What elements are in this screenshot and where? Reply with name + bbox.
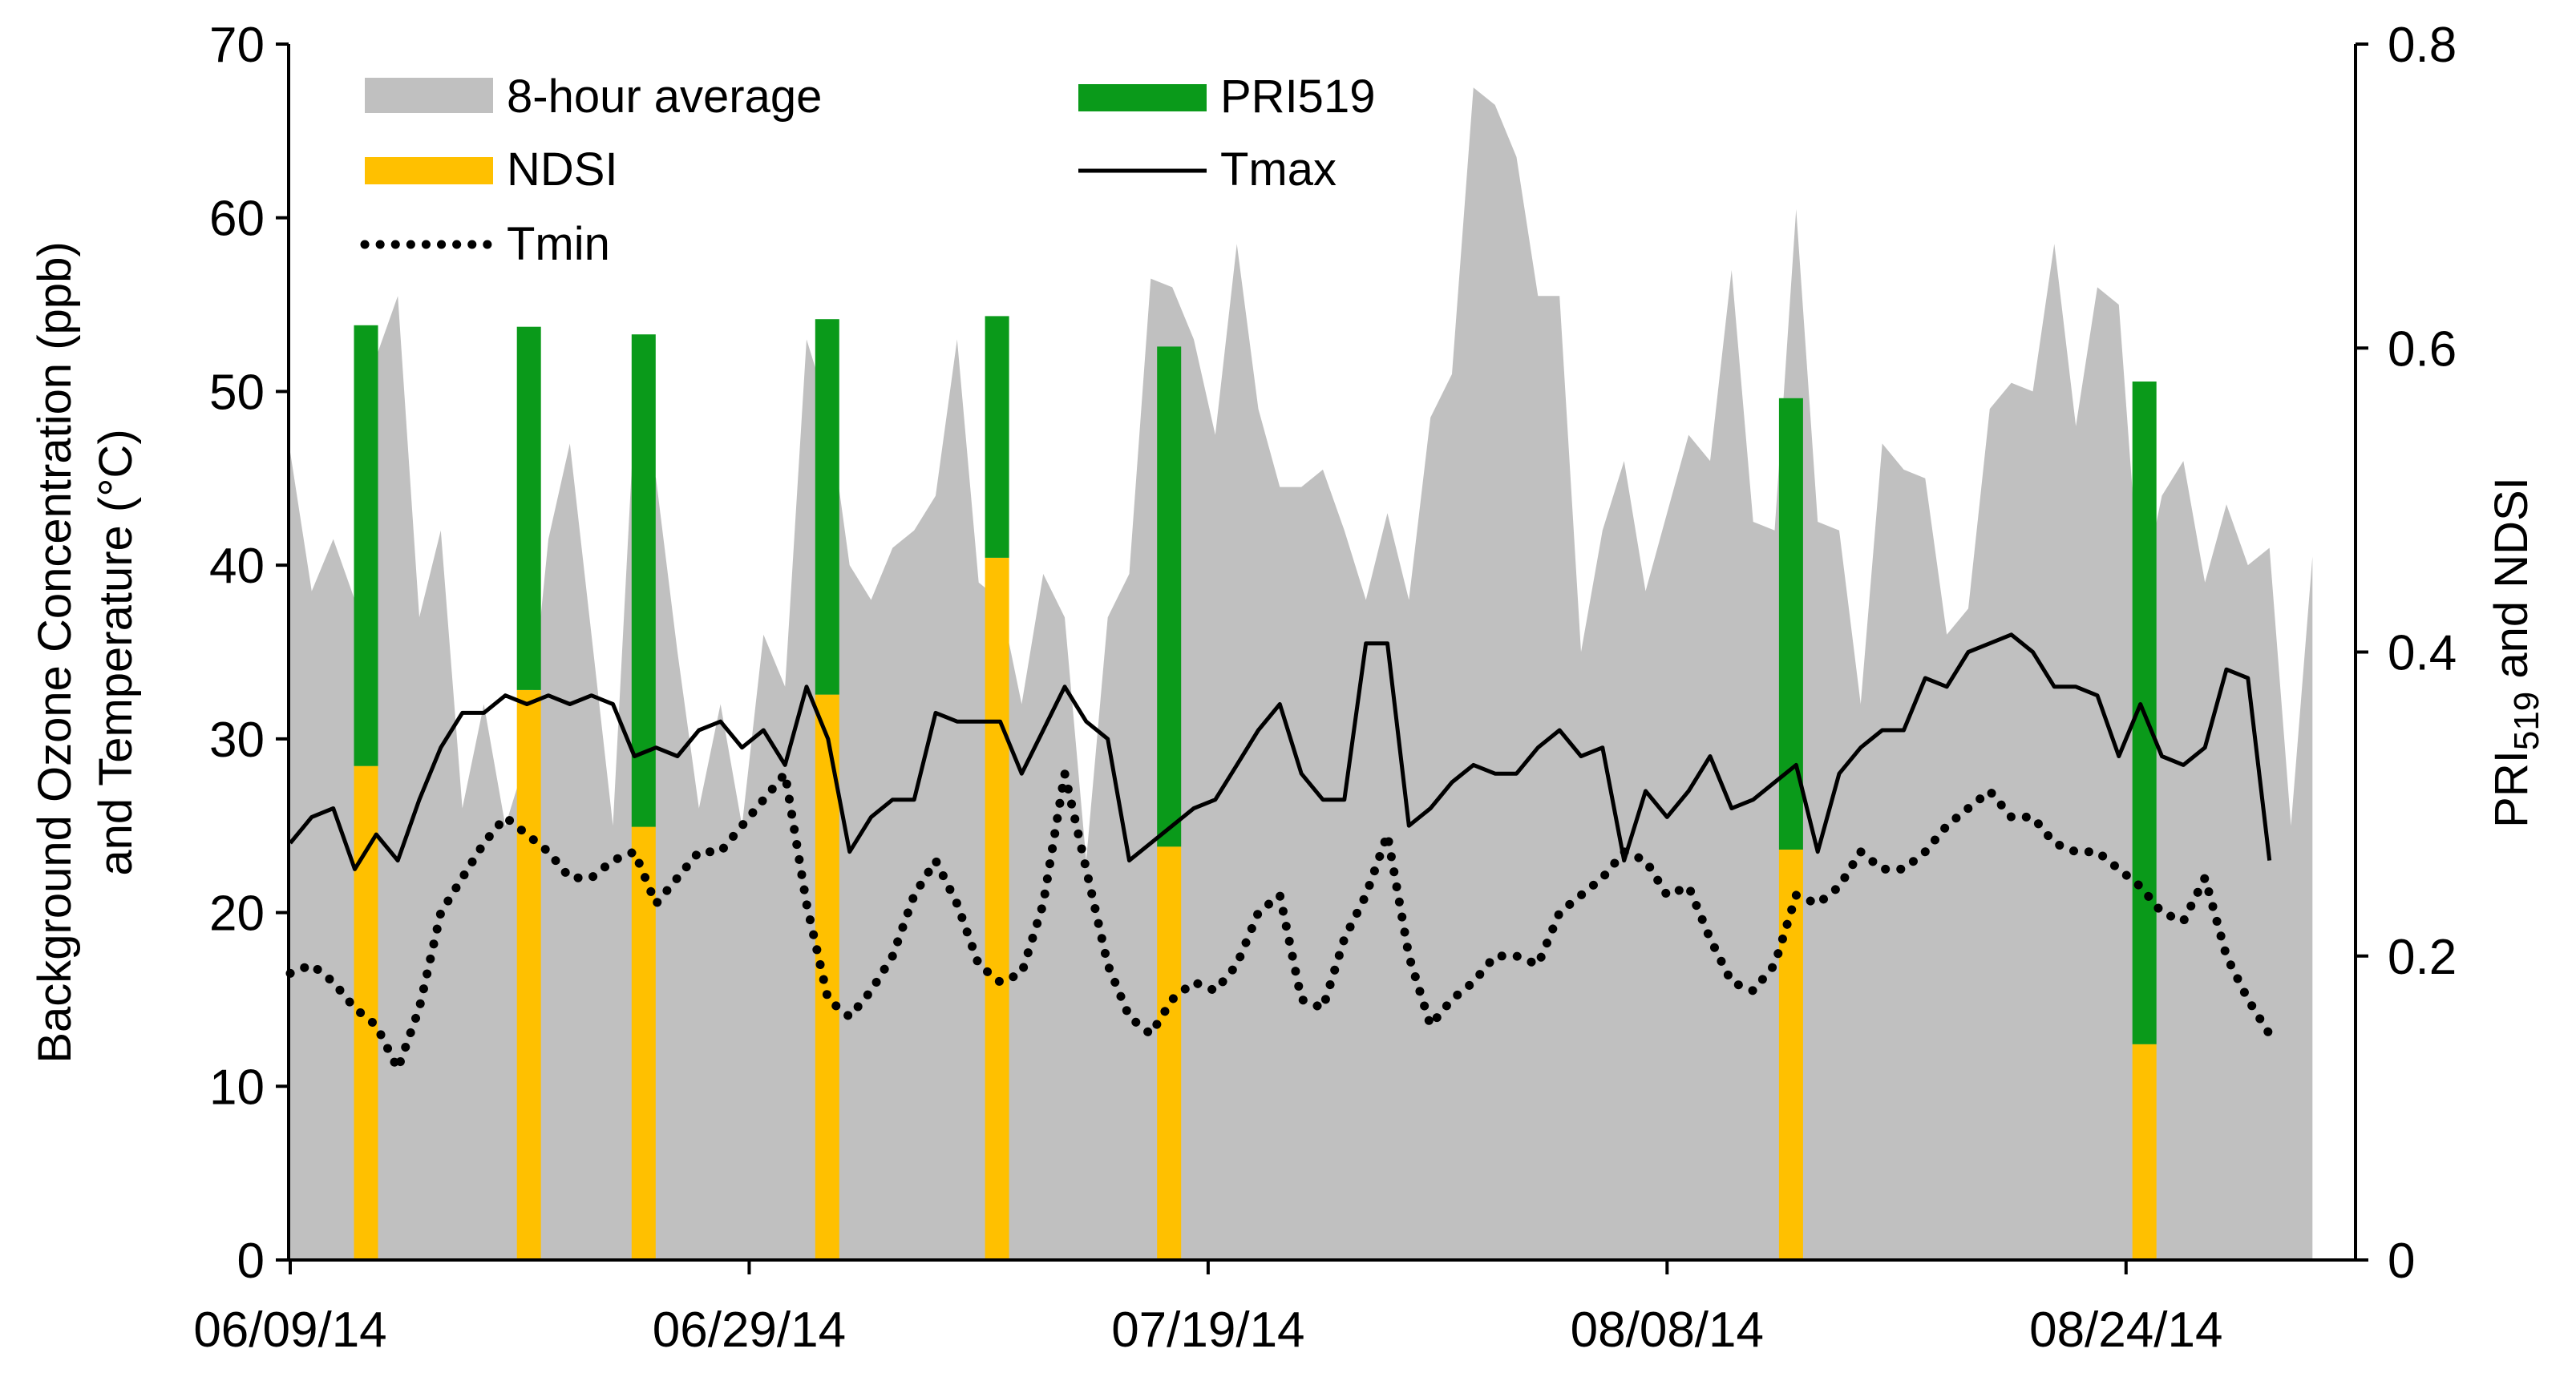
pri519-bar-1 — [354, 325, 378, 766]
pri519-bar-3 — [631, 334, 656, 827]
ticks: 0 10 20 30 40 50 60 70 0 0.2 0.4 0.6 0.8 06/09/14 06/2… — [193, 18, 2457, 1358]
line-series — [285, 632, 2275, 1074]
x-tick-label: 06/09/14 — [193, 1302, 386, 1358]
y-right-tick-label: 0.2 — [2388, 930, 2457, 985]
y-axis-title-left-line1: Background Ozone Concentration (ppb) — [29, 241, 81, 1063]
y-right-tick-label: 0.4 — [2388, 626, 2457, 681]
tmax-line — [289, 632, 2272, 871]
y-left-tick-label: 40 — [209, 539, 265, 594]
y-right-tick-label: 0 — [2388, 1234, 2415, 1289]
x-tick-label: 07/19/14 — [1111, 1302, 1304, 1358]
pri519-bar-2 — [516, 326, 541, 690]
pri519-bar-6 — [1157, 346, 1182, 847]
y-left-tick-label: 20 — [209, 886, 265, 942]
y-right-tick-label: 0.8 — [2388, 18, 2457, 73]
legend-swatch-8h-average — [365, 78, 493, 113]
legend-label-tmin: Tmin — [507, 218, 610, 270]
tmin-line — [285, 769, 2275, 1074]
x-tick-label: 06/29/14 — [653, 1302, 846, 1358]
pri519-bar-4 — [815, 319, 839, 695]
y-left-tick-label: 10 — [209, 1060, 265, 1115]
y-axis-title-left-line2: and Temperature (°C) — [90, 429, 142, 875]
x-tick-label: 08/08/14 — [1571, 1302, 1764, 1358]
y-axis-title-right: PRI519 and NDSI — [2485, 477, 2546, 828]
y-axis-title-right-base: PRI — [2485, 750, 2538, 828]
ndsi-bar-2 — [516, 689, 541, 1260]
ozone-area-series — [290, 87, 2313, 1261]
y-axis-title-right-rest: and NDSI — [2485, 477, 2538, 692]
legend-swatch-pri519 — [1078, 84, 1207, 111]
legend-swatch-ndsi — [365, 157, 493, 184]
legend-label-ndsi: NDSI — [507, 143, 618, 196]
ozone-8h-average-area — [290, 87, 2313, 1261]
legend-label-pri519: PRI519 — [1220, 71, 1375, 123]
ndsi-bar-7 — [1778, 850, 1803, 1260]
y-right-tick-label: 0.6 — [2388, 321, 2457, 377]
y-left-tick-label: 0 — [237, 1234, 265, 1289]
x-tick-label: 08/24/14 — [2029, 1302, 2222, 1358]
y-left-tick-label: 60 — [209, 192, 265, 247]
y-left-tick-label: 70 — [209, 18, 265, 73]
legend-label-tmax: Tmax — [1220, 143, 1337, 196]
pri519-bar-5 — [985, 316, 1009, 558]
y-axis-title-left: Background Ozone Concentration (ppb) and… — [29, 241, 142, 1063]
legend-label-8h-average: 8-hour average — [507, 71, 822, 123]
ndsi-bar-8 — [2132, 1044, 2157, 1260]
y-axis-title-right-sub: 519 — [2507, 692, 2546, 750]
ndsi-bar-3 — [631, 826, 656, 1260]
y-left-tick-label: 30 — [209, 713, 265, 768]
y-left-tick-label: 50 — [209, 365, 265, 420]
legend: 8-hour average PRI519 NDSI Tmax Tmin — [360, 71, 1375, 270]
ndsi-bar-5 — [985, 557, 1009, 1260]
ndsi-bar-6 — [1157, 846, 1182, 1260]
